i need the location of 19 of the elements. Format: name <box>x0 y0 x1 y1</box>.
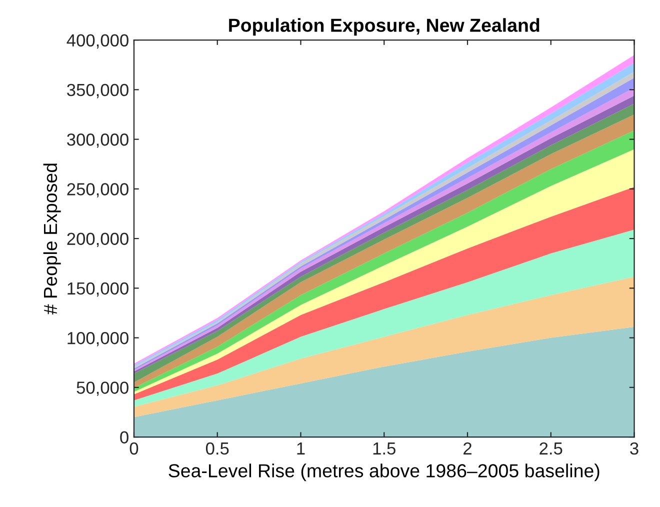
x-tick-label: 0 <box>130 442 138 455</box>
chart-title: Population Exposure, New Zealand <box>229 18 540 36</box>
x-tick-label: 1.5 <box>373 442 396 455</box>
y-tick-label: 300,000 <box>67 133 128 148</box>
y-tick-label: 100,000 <box>68 332 128 346</box>
y-tick-label: 250,000 <box>67 183 128 198</box>
y-tick-label: 350,000 <box>67 84 128 98</box>
x-tick-label: 3 <box>630 442 638 455</box>
x-axis-title: Sea-Level Rise (metres above 1986–2005 baseline) <box>168 464 600 482</box>
y-tick-label: 150,000 <box>68 282 128 297</box>
y-tick-label: 0 <box>120 431 128 444</box>
y-tick-label: 50,000 <box>76 382 128 396</box>
y-axis-title: # People Exposed <box>43 164 61 315</box>
y-tick-label: 200,000 <box>67 232 128 248</box>
x-tick-label: 2 <box>464 442 472 454</box>
x-tick-label: 2.5 <box>540 442 562 455</box>
y-tick-label: 400,000 <box>66 34 128 49</box>
x-tick-label: 0.5 <box>206 442 229 455</box>
x-tick-label: 1 <box>297 442 305 454</box>
